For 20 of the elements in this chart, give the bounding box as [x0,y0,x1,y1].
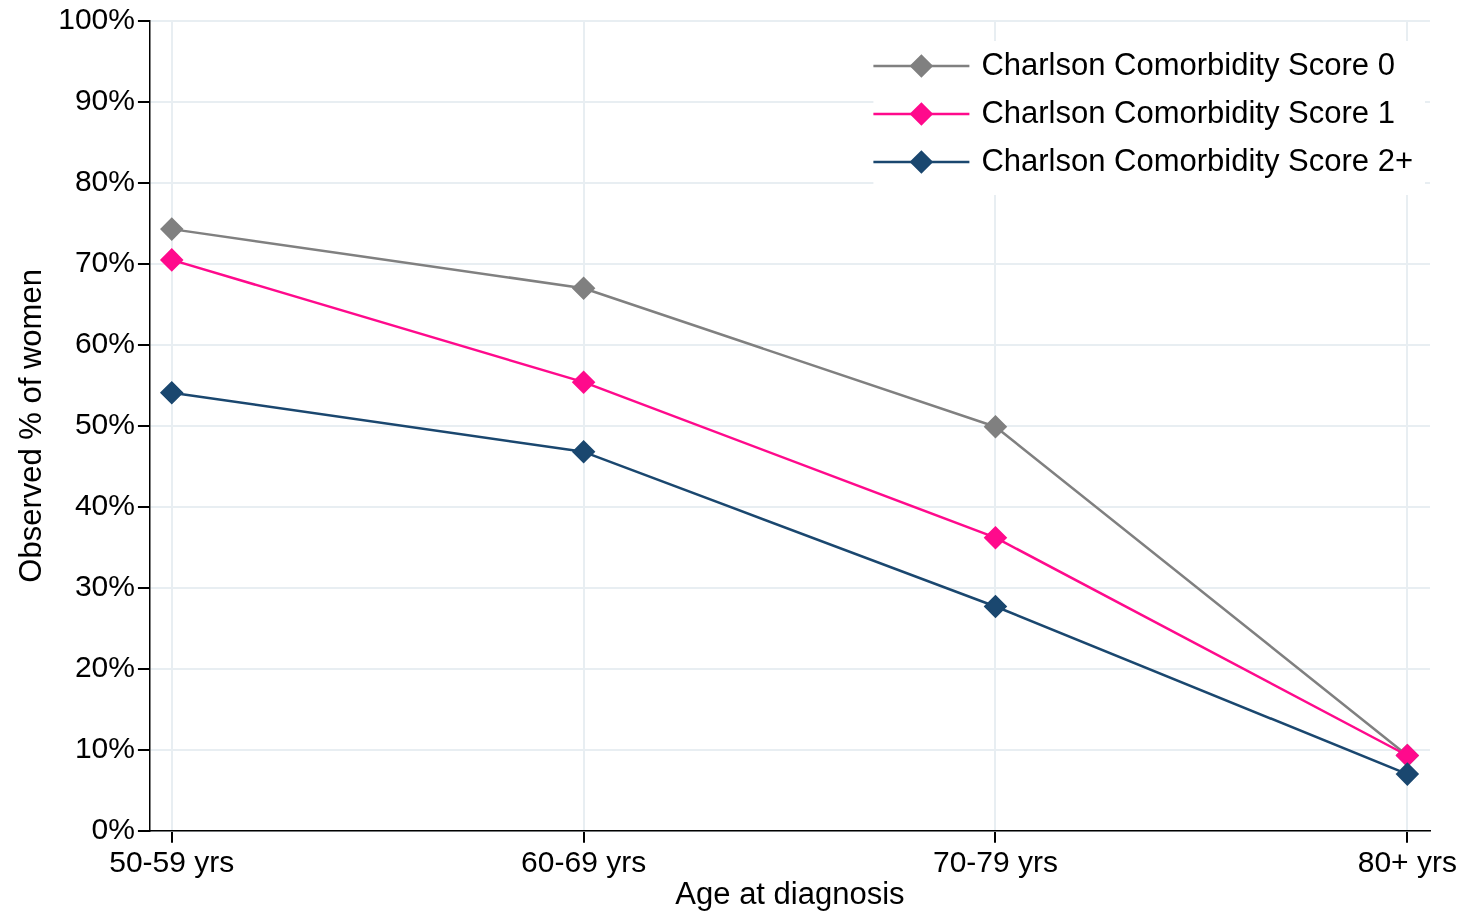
x-axis-title: Age at diagnosis [675,875,905,911]
x-tick-label: 80+ yrs [1357,845,1457,879]
x-tick-label: 70-79 yrs [932,845,1059,879]
y-tick-label: 90% [74,83,135,117]
x-tick-label: 60-69 yrs [521,845,647,879]
y-tick-label: 80% [74,164,135,198]
y-tick-label: 40% [74,488,135,522]
y-tick-label: 70% [74,245,135,279]
y-tick-label: 50% [74,407,135,441]
y-tick-label: 30% [74,569,135,603]
x-tick-label: 50-59 yrs [109,845,235,879]
y-axis-title: Observed % of women [13,269,49,583]
y-tick-label: 100% [58,2,135,36]
legend-label: Charlson Comorbidity Score 0 [981,46,1395,82]
y-tick-label: 10% [74,731,135,765]
y-tick-label: 20% [74,650,135,684]
legend-label: Charlson Comorbidity Score 2+ [981,142,1413,178]
legend-label: Charlson Comorbidity Score 1 [981,94,1395,130]
y-tick-label: 60% [74,326,135,360]
y-tick-label: 0% [91,812,135,846]
